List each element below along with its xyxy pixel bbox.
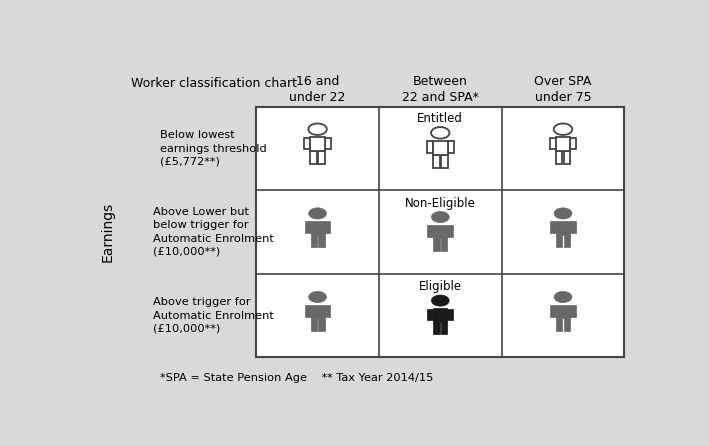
- Bar: [305, 305, 311, 317]
- Bar: [433, 308, 447, 322]
- Circle shape: [554, 291, 572, 302]
- Bar: [311, 235, 317, 247]
- Bar: [556, 137, 570, 151]
- Bar: [305, 221, 311, 233]
- Circle shape: [308, 208, 326, 219]
- Bar: [428, 309, 433, 320]
- Bar: [427, 141, 433, 153]
- Bar: [570, 137, 576, 149]
- Bar: [441, 155, 447, 168]
- Text: *SPA = State Pension Age    ** Tax Year 2014/15: *SPA = State Pension Age ** Tax Year 201…: [160, 373, 433, 383]
- Bar: [304, 137, 311, 149]
- Bar: [570, 221, 576, 233]
- Text: Over SPA
under 75: Over SPA under 75: [535, 75, 592, 104]
- Bar: [556, 221, 570, 235]
- Circle shape: [554, 208, 572, 219]
- Bar: [311, 151, 317, 164]
- Bar: [433, 224, 447, 238]
- Bar: [549, 137, 556, 149]
- Bar: [311, 137, 325, 151]
- Bar: [550, 305, 556, 317]
- Bar: [311, 221, 325, 235]
- Bar: [564, 318, 570, 330]
- Text: Entitled: Entitled: [418, 112, 463, 125]
- Circle shape: [554, 124, 572, 135]
- Bar: [428, 225, 433, 236]
- Bar: [318, 151, 325, 164]
- Circle shape: [308, 291, 326, 302]
- Bar: [564, 235, 570, 247]
- Bar: [441, 238, 447, 251]
- Text: 16 and
under 22: 16 and under 22: [289, 75, 346, 104]
- Bar: [325, 137, 331, 149]
- Text: Above Lower but
below trigger for
Automatic Enrolment
(£10,000**): Above Lower but below trigger for Automa…: [153, 207, 274, 257]
- Bar: [325, 305, 330, 317]
- Bar: [433, 322, 440, 334]
- Circle shape: [431, 295, 450, 306]
- Bar: [556, 305, 570, 318]
- Bar: [256, 107, 625, 357]
- Bar: [318, 235, 325, 247]
- Bar: [447, 225, 453, 236]
- Bar: [564, 151, 570, 164]
- Text: Non-Eligible: Non-Eligible: [405, 197, 476, 210]
- Bar: [311, 318, 317, 330]
- Bar: [318, 318, 325, 330]
- Text: Eligible: Eligible: [419, 281, 462, 293]
- Text: Below lowest
earnings threshold
(£5,772**): Below lowest earnings threshold (£5,772*…: [160, 130, 267, 167]
- Circle shape: [431, 211, 450, 223]
- Bar: [433, 155, 440, 168]
- Bar: [441, 322, 447, 334]
- Bar: [447, 141, 454, 153]
- Bar: [556, 235, 562, 247]
- Bar: [570, 305, 576, 317]
- Bar: [325, 221, 330, 233]
- Text: Earnings: Earnings: [101, 202, 115, 262]
- Bar: [311, 305, 325, 318]
- Text: Above trigger for
Automatic Enrolment
(£10,000**): Above trigger for Automatic Enrolment (£…: [153, 297, 274, 334]
- Bar: [447, 309, 453, 320]
- Bar: [556, 318, 562, 330]
- Bar: [556, 151, 562, 164]
- Bar: [433, 140, 447, 155]
- Text: Worker classification chart: Worker classification chart: [130, 77, 296, 90]
- Circle shape: [431, 127, 450, 139]
- Bar: [433, 238, 440, 251]
- Circle shape: [308, 124, 327, 135]
- Bar: [550, 221, 556, 233]
- Text: Between
22 and SPA*: Between 22 and SPA*: [402, 75, 479, 104]
